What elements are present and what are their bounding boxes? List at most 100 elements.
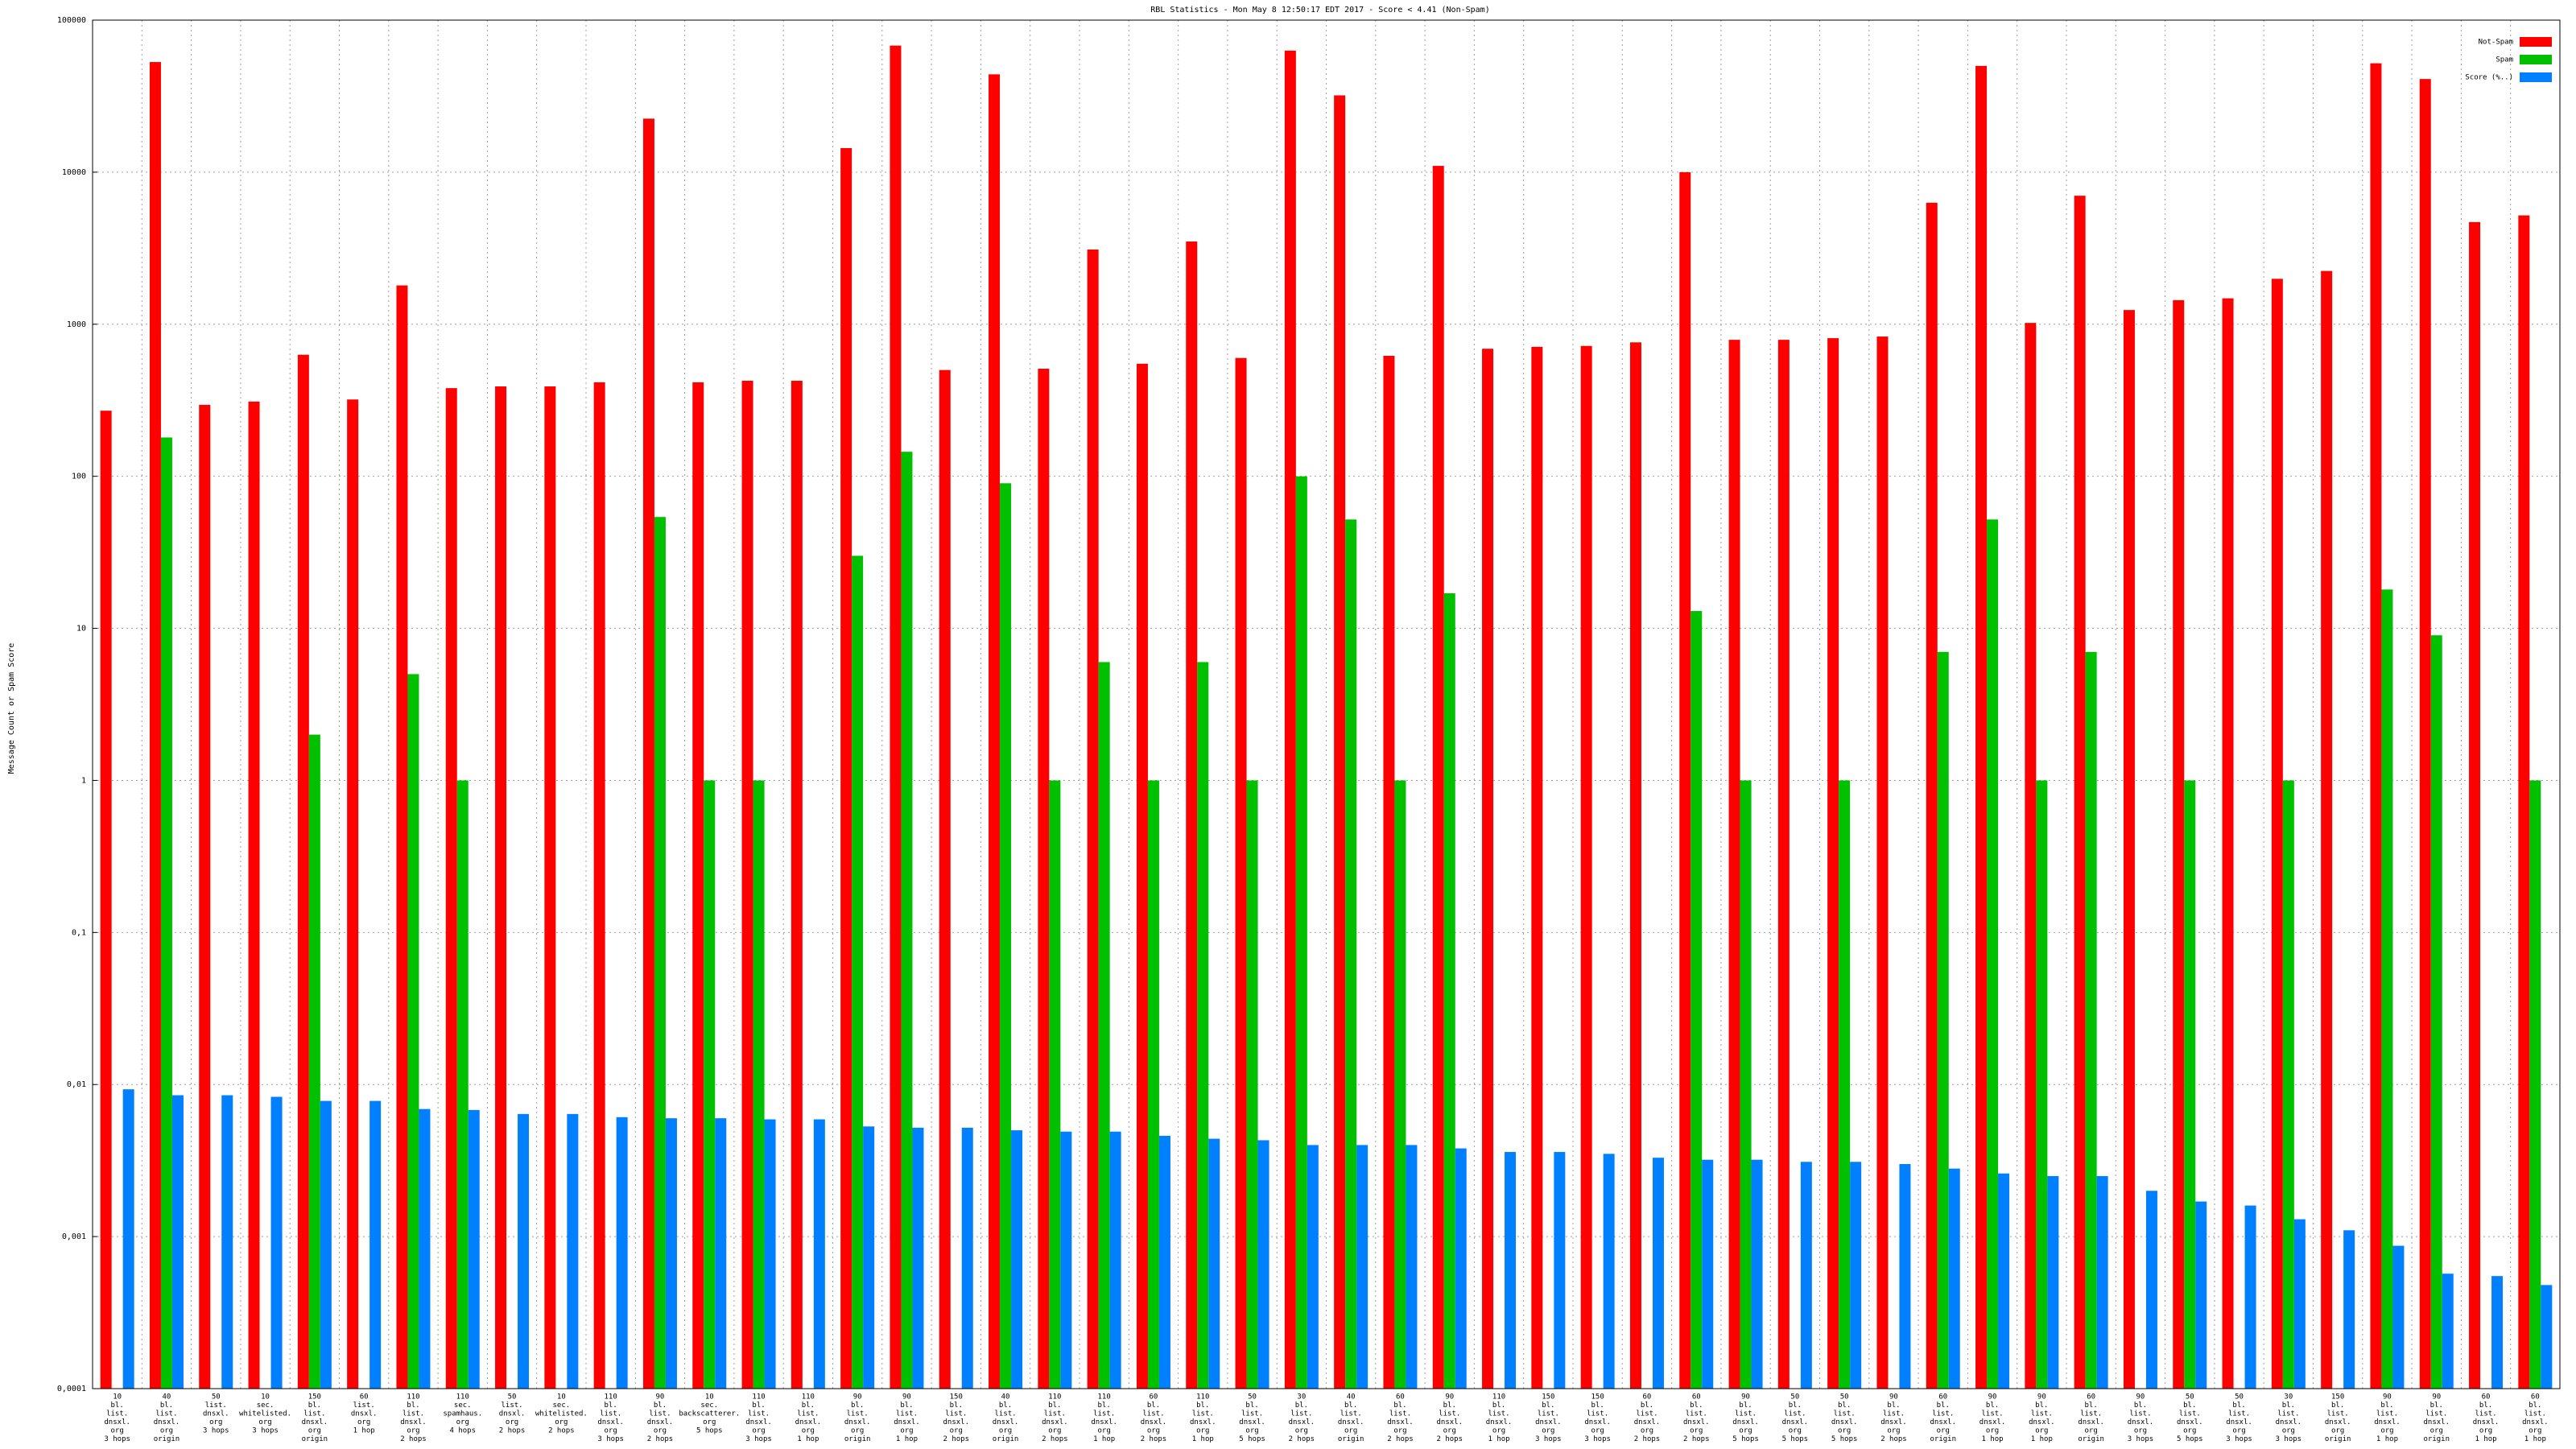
x-tick-label: origin: [2423, 1435, 2450, 1443]
bar: [221, 1095, 233, 1389]
x-tick-label: 3 hops: [1535, 1435, 1562, 1443]
x-tick-label: list.: [896, 1410, 918, 1418]
x-tick-label: list.: [205, 1402, 227, 1410]
y-tick-label: 1000: [67, 320, 86, 329]
x-tick-label: bl.: [1937, 1402, 1950, 1410]
x-tick-label: bl.: [1098, 1402, 1111, 1410]
bar: [1208, 1138, 1220, 1389]
x-tick-label: list.: [2129, 1410, 2151, 1418]
x-tick-label: bl.: [1344, 1402, 1357, 1410]
x-tick-label: list.: [502, 1402, 523, 1410]
bar: [2145, 1191, 2157, 1389]
x-tick-label: 1 hop: [2376, 1435, 2398, 1443]
x-tick-label: bl.: [605, 1402, 617, 1410]
x-tick-label: org: [1393, 1427, 1406, 1435]
x-tick-label: origin: [844, 1435, 871, 1443]
x-tick-label: list.: [1389, 1410, 1411, 1418]
x-tick-label: bl.: [654, 1402, 667, 1410]
bar: [2321, 270, 2333, 1389]
bar: [890, 45, 902, 1389]
x-tick-label: org: [802, 1427, 815, 1435]
x-tick-label: origin: [302, 1435, 328, 1443]
legend-swatch: [2520, 72, 2552, 82]
x-tick-label: org: [2479, 1427, 2492, 1435]
x-tick-label: dnsxl.: [2177, 1418, 2203, 1426]
x-tick-label: dnsxl.: [1979, 1418, 2006, 1426]
bar: [764, 1119, 776, 1389]
bar: [1652, 1158, 1664, 1389]
x-tick-label: list.: [1636, 1410, 1657, 1418]
y-tick-label: 100000: [57, 16, 86, 25]
x-tick-label: 2 hops: [1880, 1435, 1907, 1443]
x-tick-label: dnsxl.: [1584, 1418, 1611, 1426]
bar: [2419, 79, 2431, 1389]
x-tick-label: org: [1641, 1427, 1653, 1435]
x-tick-label: org: [703, 1418, 716, 1426]
x-tick-label: dnsxl.: [1338, 1418, 1364, 1426]
bar: [160, 437, 172, 1389]
x-tick-label: 1 hop: [2475, 1435, 2497, 1443]
y-tick-label: 10000: [62, 168, 86, 177]
x-tick-label: list.: [1932, 1410, 1954, 1418]
x-tick-label: bl.: [1789, 1402, 1802, 1410]
bar: [2430, 635, 2442, 1389]
x-tick-label: list.: [2228, 1410, 2250, 1418]
x-tick-label: 50: [1248, 1393, 1257, 1402]
x-tick-label: list.: [2277, 1410, 2299, 1418]
x-tick-label: list.: [1587, 1410, 1608, 1418]
bar: [270, 1096, 283, 1389]
x-tick-label: 5 hops: [1831, 1435, 1858, 1443]
x-tick-label: org: [2380, 1427, 2393, 1435]
x-tick-label: whitelisted.: [535, 1410, 588, 1418]
bar: [1702, 1159, 1714, 1389]
bar: [704, 780, 716, 1389]
y-axis-label: Message Count or Spam Score: [7, 643, 16, 774]
x-tick-label: bl.: [1443, 1402, 1456, 1410]
bar: [1876, 336, 1889, 1389]
x-tick-label: org: [357, 1418, 370, 1426]
x-tick-label: 50: [508, 1393, 517, 1402]
bar: [1109, 1131, 1121, 1389]
bar: [593, 382, 605, 1389]
bar: [2343, 1230, 2355, 1389]
x-tick-label: dnsxl.: [2276, 1418, 2302, 1426]
y-tick-label: 100: [72, 473, 86, 481]
bar: [2222, 298, 2234, 1389]
x-tick-label: list.: [600, 1410, 621, 1418]
legend-swatch: [2520, 37, 2552, 47]
x-tick-label: dnsxl.: [2078, 1418, 2104, 1426]
x-tick-label: org: [308, 1427, 321, 1435]
x-tick-label: org: [1542, 1427, 1554, 1435]
x-tick-label: dnsxl.: [1387, 1418, 1414, 1426]
bar: [2025, 323, 2037, 1389]
bar: [1295, 476, 1307, 1389]
bar: [1394, 780, 1406, 1389]
x-tick-label: bl.: [1591, 1402, 1604, 1410]
bar: [901, 452, 913, 1389]
legend-label: Spam: [2496, 56, 2513, 64]
bar: [369, 1100, 382, 1389]
x-tick-label: list.: [1686, 1410, 1707, 1418]
x-tick-label: bl.: [1295, 1402, 1308, 1410]
bar: [122, 1089, 134, 1389]
bar: [791, 380, 803, 1389]
bar: [1356, 1145, 1368, 1389]
bar: [1690, 611, 1703, 1389]
x-tick-label: org: [2282, 1427, 2295, 1435]
x-tick-label: dnsxl.: [1436, 1418, 1463, 1426]
x-tick-label: list.: [1784, 1410, 1806, 1418]
x-tick-label: list.: [945, 1410, 967, 1418]
bar: [2036, 780, 2048, 1389]
bar: [1850, 1162, 1862, 1389]
bar: [654, 517, 666, 1389]
x-tick-label: list.: [2080, 1410, 2102, 1418]
bar: [1038, 369, 1050, 1389]
x-tick-label: origin: [1338, 1435, 1364, 1443]
x-tick-label: dnsxl.: [2423, 1418, 2450, 1426]
x-tick-label: list.: [1735, 1410, 1757, 1418]
x-tick-label: dnsxl.: [943, 1418, 969, 1426]
y-tick-label: 0,0001: [57, 1385, 86, 1393]
x-tick-label: 90: [1889, 1393, 1898, 1402]
bar: [1800, 1162, 1812, 1389]
x-tick-label: org: [900, 1427, 913, 1435]
